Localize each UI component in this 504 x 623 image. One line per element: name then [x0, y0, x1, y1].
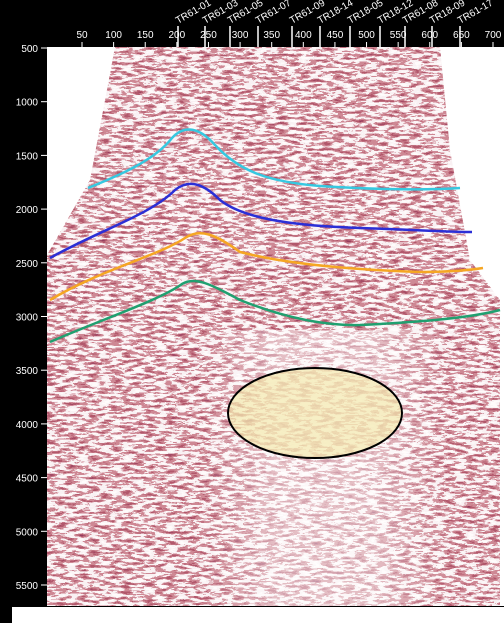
x-tick-label: 350: [263, 30, 280, 41]
x-tick-label: 550: [390, 30, 407, 41]
x-tick-label: 450: [327, 30, 344, 41]
x-tick-label: 250: [200, 30, 217, 41]
horizon-cyan: [87, 128, 461, 191]
y-tick-label: 4500: [16, 474, 39, 485]
y-tick-label: 2500: [16, 259, 39, 270]
x-tick-label: 150: [137, 30, 154, 41]
y-tick-label: 4000: [16, 420, 39, 431]
y-tick-label: 5000: [16, 527, 39, 538]
horizons: [49, 128, 501, 344]
horizon-blue: [49, 182, 473, 260]
seismic-data: [47, 47, 500, 606]
x-tick-label: 500: [358, 30, 375, 41]
x-tick-label: 50: [76, 30, 88, 41]
bottom-bar: [12, 607, 504, 623]
x-tick-label: 650: [453, 30, 470, 41]
y-tick-label: 5500: [16, 581, 39, 592]
y-tick-label: 3500: [16, 366, 39, 377]
y-tick-label: 1000: [16, 98, 39, 109]
x-tick-label: 300: [232, 30, 249, 41]
y-tick-label: 1500: [16, 151, 39, 162]
x-tick-label: 100: [105, 30, 122, 41]
x-tick-label: 400: [295, 30, 312, 41]
horizon-green: [49, 279, 501, 344]
x-tick-label: 700: [485, 30, 502, 41]
anomaly-ellipse: [227, 367, 403, 459]
x-tick-label: 200: [169, 30, 186, 41]
x-tick-label: 600: [421, 30, 438, 41]
y-tick-label: 2000: [16, 205, 39, 216]
y-tick-label: 500: [21, 44, 38, 55]
y-tick-label: 3000: [16, 313, 39, 324]
horizon-orange: [49, 231, 484, 302]
